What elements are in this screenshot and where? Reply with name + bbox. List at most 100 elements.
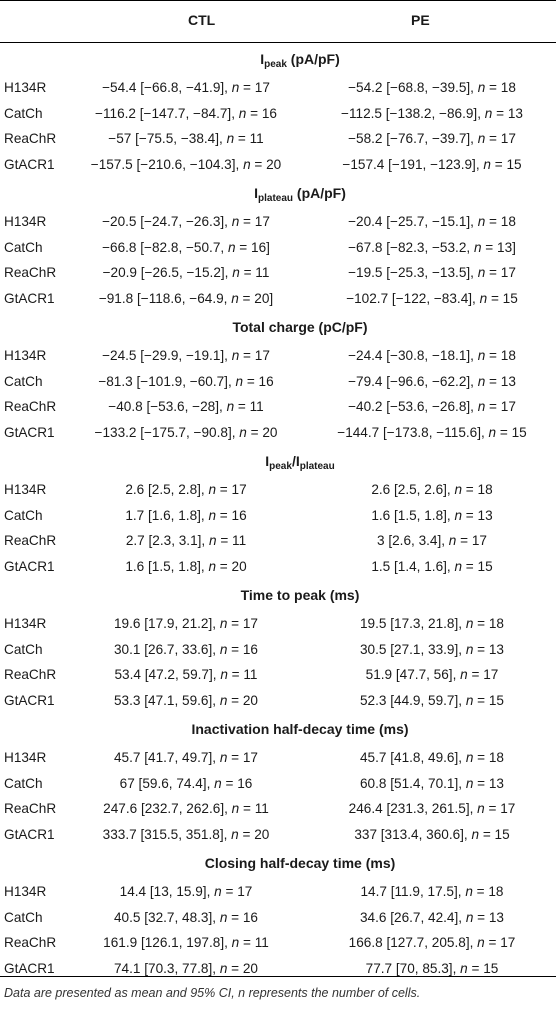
table-row: ReaChR −40.8 [−53.6, −28], n = 11 −40.2 [−… bbox=[0, 394, 556, 420]
column-header-ctl: CTL bbox=[188, 12, 216, 28]
table-row: CatCh −116.2 [−147.7, −84.7], n = 16 −112.… bbox=[0, 101, 556, 127]
table-row: GtACR1 −91.8 [−118.6, −64.9, n = 20] −102.… bbox=[0, 286, 556, 312]
row-label: CatCh bbox=[4, 373, 43, 389]
section-title: Closing half-decay time (ms) bbox=[22, 847, 556, 879]
row-label: GtACR1 bbox=[4, 424, 55, 440]
table-row: ReaChR 2.7 [2.3, 3.1], n = 11 3 [2.6, 3.4]… bbox=[0, 528, 556, 554]
row-label: H134R bbox=[4, 750, 47, 765]
table-row: GtACR1 333.7 [315.5, 351.8], n = 20 337 [3… bbox=[0, 822, 556, 848]
table-row: GtACR1 −157.5 [−210.6, −104.3], n = 20 −15… bbox=[0, 152, 556, 178]
section-title-units: (pA/pF) bbox=[286, 51, 340, 67]
row-label: GtACR1 bbox=[4, 692, 55, 708]
table-row: CatCh 30.1 [26.7, 33.6], n = 16 30.5 [27.1… bbox=[0, 637, 556, 663]
ctl-value: 2.7 [2.3, 3.1], n = 11 bbox=[125, 533, 247, 548]
pe-value: −40.2 [−53.6, −26.8], n = 17 bbox=[348, 399, 516, 414]
ctl-value: 1.7 [1.6, 1.8], n = 16 bbox=[125, 507, 247, 523]
section-title: Inactivation half-decay time (ms) bbox=[22, 713, 556, 745]
ctl-value: −57 [−75.5, −38.4], n = 11 bbox=[108, 131, 264, 146]
pe-value: 166.8 [127.7, 205.8], n = 17 bbox=[348, 935, 516, 950]
pe-value: −58.2 [−76.7, −39.7], n = 17 bbox=[348, 131, 516, 146]
pe-value: −19.5 [−25.3, −13.5], n = 17 bbox=[348, 265, 516, 280]
ctl-value: −40.8 [−53.6, −28], n = 11 bbox=[108, 399, 264, 414]
row-label: ReaChR bbox=[4, 667, 57, 682]
row-label: CatCh bbox=[4, 507, 43, 523]
footnote: Data are presented as mean and 95% CI, n… bbox=[4, 986, 421, 1000]
pe-value: 51.9 [47.7, 56], n = 17 bbox=[365, 667, 499, 682]
ctl-value: 67 [59.6, 74.4], n = 16 bbox=[119, 775, 253, 791]
row-label: GtACR1 bbox=[4, 826, 55, 842]
section-title-subscript-2: plateau bbox=[299, 461, 335, 472]
ctl-value: −133.2 [−175.7, −90.8], n = 20 bbox=[94, 424, 278, 440]
ctl-value: −157.5 [−210.6, −104.3], n = 20 bbox=[90, 156, 282, 172]
section-title-main: I bbox=[265, 453, 270, 469]
pe-value: −144.7 [−173.8, −115.6], n = 15 bbox=[337, 424, 527, 440]
section-title: Total charge (pC/pF) bbox=[22, 311, 556, 343]
ctl-value: 333.7 [315.5, 351.8], n = 20 bbox=[102, 826, 270, 842]
table-row: H134R 2.6 [2.5, 2.8], n = 17 2.6 [2.5, 2.6… bbox=[0, 477, 556, 503]
row-label: CatCh bbox=[4, 641, 43, 657]
section-title-main: Inactivation half-decay time (ms) bbox=[191, 721, 409, 737]
row-label: H134R bbox=[4, 884, 47, 899]
section-title: Ipeak/Iplateau bbox=[22, 445, 556, 477]
section-title-subscript: peak bbox=[269, 461, 292, 472]
ctl-value: 14.4 [13, 15.9], n = 17 bbox=[119, 884, 253, 899]
ctl-value: 74.1 [70.3, 77.8], n = 20 bbox=[114, 960, 258, 976]
ctl-value: −24.5 [−29.9, −19.1], n = 17 bbox=[102, 348, 270, 363]
row-label: ReaChR bbox=[4, 533, 57, 548]
pe-value: 2.6 [2.5, 2.6], n = 18 bbox=[371, 482, 493, 497]
table-row: ReaChR 161.9 [126.1, 197.8], n = 11 166.8 … bbox=[0, 930, 556, 956]
pe-value: −79.4 [−96.6, −62.2], n = 13 bbox=[348, 373, 516, 389]
table-row: CatCh 67 [59.6, 74.4], n = 16 60.8 [51.4, … bbox=[0, 771, 556, 797]
section-title-main: Closing half-decay time (ms) bbox=[204, 855, 396, 871]
table-row: H134R −54.4 [−66.8, −41.9], n = 17 −54.2 [… bbox=[0, 75, 556, 101]
row-label: ReaChR bbox=[4, 131, 57, 146]
section-title-main: Total charge (pC/pF) bbox=[232, 319, 368, 335]
section-title-subscript: peak bbox=[264, 59, 287, 70]
footnote-divider bbox=[0, 976, 556, 977]
section-title-divider: /I bbox=[291, 453, 300, 469]
row-label: CatCh bbox=[4, 909, 43, 925]
pe-value: 337 [313.4, 360.6], n = 15 bbox=[354, 826, 510, 842]
row-label: H134R bbox=[4, 214, 47, 229]
pe-value: −20.4 [−25.7, −15.1], n = 18 bbox=[348, 214, 516, 229]
ctl-value: 2.6 [2.5, 2.8], n = 17 bbox=[125, 482, 247, 497]
table-row: ReaChR 247.6 [232.7, 262.6], n = 11 246.4 … bbox=[0, 796, 556, 822]
row-label: ReaChR bbox=[4, 399, 57, 414]
ctl-value: 53.3 [47.1, 59.6], n = 20 bbox=[114, 692, 258, 708]
pe-value: 14.7 [11.9, 17.5], n = 18 bbox=[360, 884, 504, 899]
ctl-value: 40.5 [32.7, 48.3], n = 16 bbox=[114, 909, 258, 925]
row-label: ReaChR bbox=[4, 801, 57, 816]
table-row: ReaChR −57 [−75.5, −38.4], n = 11 −58.2 [−… bbox=[0, 126, 556, 152]
table-row: GtACR1 1.6 [1.5, 1.8], n = 20 1.5 [1.4, 1.… bbox=[0, 554, 556, 580]
ctl-value: 19.6 [17.9, 21.2], n = 17 bbox=[114, 616, 258, 631]
row-label: CatCh bbox=[4, 239, 43, 255]
row-label: H134R bbox=[4, 80, 47, 95]
pe-value: 30.5 [27.1, 33.9], n = 13 bbox=[360, 641, 504, 657]
section-title: Time to peak (ms) bbox=[22, 579, 556, 611]
table-row: H134R 14.4 [13, 15.9], n = 17 14.7 [11.9, … bbox=[0, 879, 556, 905]
ctl-value: −20.9 [−26.5, −15.2], n = 11 bbox=[102, 265, 270, 280]
ctl-value: −116.2 [−147.7, −84.7], n = 16 bbox=[95, 105, 277, 121]
pe-value: −54.2 [−68.8, −39.5], n = 18 bbox=[348, 80, 516, 95]
ctl-value: −91.8 [−118.6, −64.9, n = 20] bbox=[98, 290, 274, 306]
section-title-units: (pA/pF) bbox=[293, 185, 346, 201]
table-row: H134R −24.5 [−29.9, −19.1], n = 17 −24.4 [… bbox=[0, 343, 556, 369]
table-row: GtACR1 −133.2 [−175.7, −90.8], n = 20 −144… bbox=[0, 420, 556, 446]
pe-value: 60.8 [51.4, 70.1], n = 13 bbox=[360, 775, 504, 791]
table-body: Ipeak (pA/pF) H134R −54.4 [−66.8, −41.9], … bbox=[0, 43, 556, 981]
results-table: CTL PE Ipeak (pA/pF) H134R −54.4 [−66.8, −… bbox=[0, 0, 556, 981]
row-label: H134R bbox=[4, 616, 47, 631]
row-label: GtACR1 bbox=[4, 558, 55, 574]
ctl-value: 161.9 [126.1, 197.8], n = 11 bbox=[103, 935, 269, 950]
pe-value: −67.8 [−82.3, −53.2, n = 13] bbox=[348, 239, 516, 255]
table-row: H134R −20.5 [−24.7, −26.3], n = 17 −20.4 [… bbox=[0, 209, 556, 235]
pe-value: −157.4 [−191, −123.9], n = 15 bbox=[342, 156, 522, 172]
ctl-value: 247.6 [232.7, 262.6], n = 11 bbox=[103, 801, 269, 816]
section-title: Ipeak (pA/pF) bbox=[22, 43, 556, 75]
row-label: CatCh bbox=[4, 775, 43, 791]
section-title-main: I bbox=[260, 51, 265, 67]
table-row: ReaChR −20.9 [−26.5, −15.2], n = 11 −19.5 … bbox=[0, 260, 556, 286]
pe-value: 52.3 [44.9, 59.7], n = 15 bbox=[360, 692, 504, 708]
pe-value: 3 [2.6, 3.4], n = 17 bbox=[377, 533, 487, 548]
pe-value: 19.5 [17.3, 21.8], n = 18 bbox=[360, 616, 504, 631]
